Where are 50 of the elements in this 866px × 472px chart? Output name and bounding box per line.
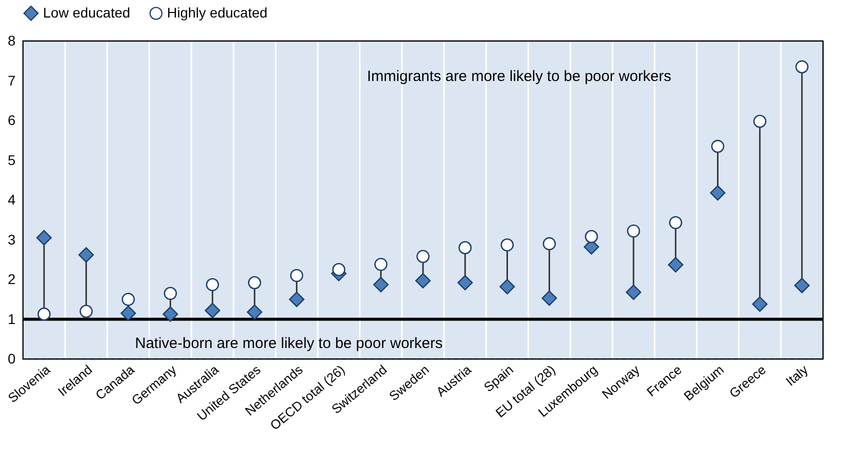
- annotation: Native-born are more likely to be poor workers: [135, 335, 443, 352]
- y-tick-label: 7: [8, 72, 16, 88]
- point: [120, 306, 136, 322]
- point: [80, 304, 93, 318]
- point: [500, 238, 514, 252]
- point: [332, 263, 346, 276]
- y-tick-label: 6: [8, 112, 16, 128]
- point: [542, 237, 556, 250]
- point: [626, 224, 640, 238]
- y-tick-label: 8: [8, 32, 16, 48]
- x-tick-label: Italy: [782, 362, 812, 389]
- y-tick-label: 4: [8, 192, 16, 208]
- point: [373, 276, 389, 292]
- point: [288, 292, 304, 308]
- point: [752, 296, 768, 312]
- point: [416, 250, 430, 263]
- point: [669, 216, 682, 230]
- point: [415, 272, 431, 288]
- point: [542, 290, 558, 306]
- point: [246, 304, 262, 320]
- point: [626, 284, 642, 300]
- y-tick-label: 5: [8, 152, 16, 168]
- point: [753, 114, 766, 128]
- point: [78, 247, 94, 263]
- point: [458, 241, 472, 254]
- point: [122, 292, 135, 306]
- point: [794, 278, 810, 294]
- point: [584, 230, 598, 244]
- y-tick-label: 1: [8, 310, 16, 327]
- y-tick-label: 2: [8, 271, 16, 287]
- point: [710, 185, 726, 201]
- point: [36, 230, 52, 246]
- point: [164, 286, 177, 300]
- point: [206, 278, 220, 292]
- legend-label: Low educated: [43, 4, 130, 20]
- point: [711, 140, 724, 153]
- point: [795, 60, 809, 74]
- point: [162, 306, 178, 322]
- point: [374, 258, 388, 271]
- y-tick-label: 3: [8, 231, 16, 248]
- point: [290, 268, 304, 282]
- y-tick-label: 0: [8, 350, 16, 366]
- point: [668, 257, 684, 273]
- legend-label: Highly educated: [167, 4, 268, 20]
- point: [204, 302, 220, 318]
- annotation: Immigrants are more likely to be poor workers: [367, 68, 672, 85]
- point: [37, 308, 51, 321]
- point: [248, 276, 262, 290]
- point: [457, 274, 473, 290]
- point: [499, 278, 515, 294]
